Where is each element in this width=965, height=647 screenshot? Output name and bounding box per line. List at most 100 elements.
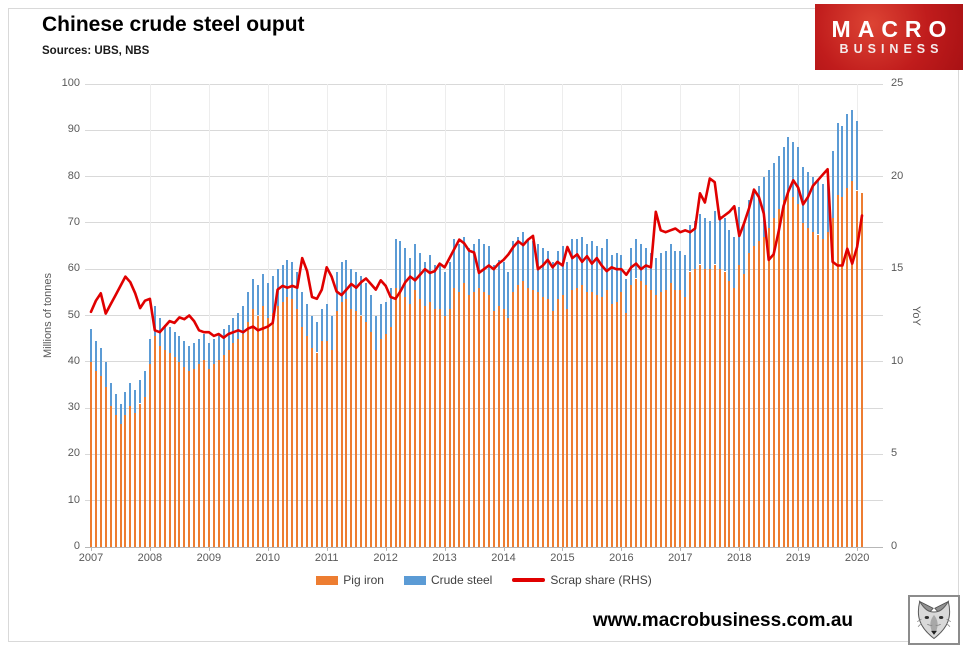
pig-iron-bar (546, 299, 549, 547)
crude-steel-bar (762, 176, 765, 237)
crude-steel-bar (438, 264, 441, 309)
right-axis-title: YoY (910, 305, 922, 326)
pig-iron-bar (114, 415, 117, 547)
crude-steel-bar (571, 239, 574, 290)
pig-iron-bar (144, 396, 146, 547)
legend-label: Crude steel (430, 573, 493, 587)
crude-steel-bar (502, 262, 505, 309)
crude-steel-bar (772, 162, 775, 219)
crude-steel-bar (453, 239, 456, 288)
crude-steel-bar (512, 241, 515, 293)
crude-steel-bar (355, 271, 358, 311)
pig-iron-bar (276, 306, 279, 547)
pig-iron-bar (536, 292, 539, 547)
crude-steel-bar (802, 167, 805, 223)
year-label: 2016 (609, 552, 634, 564)
crude-steel-bar (423, 262, 426, 307)
crude-steel-bar (193, 343, 196, 369)
left-axis-tick: 10 (67, 493, 80, 506)
pig-iron-bar (232, 343, 235, 547)
x-axis-tick (326, 547, 328, 551)
pig-iron-bar (826, 232, 829, 547)
pig-iron-bar (153, 336, 156, 547)
pig-iron-bar (512, 292, 515, 547)
pig-iron-bar (188, 371, 191, 547)
crude-steel-bar (247, 292, 250, 323)
x-axis-tick (385, 547, 387, 551)
crude-steel-bar (404, 248, 407, 297)
pig-iron-bar (291, 299, 294, 547)
year-label: 2018 (727, 552, 752, 564)
legend-item-crude-steel: Crude steel (403, 573, 493, 587)
pig-iron-bar (379, 338, 382, 547)
wolf-logo (908, 595, 960, 645)
crude-steel-bar (532, 241, 534, 290)
crude-steel-bar (836, 123, 839, 196)
year-label: 2010 (255, 552, 281, 564)
crude-steel-bar (409, 257, 412, 304)
pig-iron-bar (630, 285, 633, 547)
pig-iron-bar (605, 290, 608, 547)
pig-iron-bar (433, 308, 436, 547)
pig-iron-bar (733, 287, 736, 547)
crude-steel-bar (482, 243, 485, 293)
pig-iron-bar (360, 315, 363, 547)
chart-legend: Pig iron Crude steel Scrap share (RHS) (85, 573, 883, 587)
pig-iron-bar (163, 350, 166, 547)
year-label: 2013 (432, 552, 457, 564)
pig-iron-bar (674, 290, 677, 547)
crude-steel-bar (242, 306, 245, 334)
crude-steel-bar (644, 248, 647, 286)
crude-steel-bar (566, 262, 569, 309)
pig-iron-bar (762, 236, 765, 547)
pig-iron-bar (257, 315, 259, 547)
logo-line-2: BUSINESS (839, 42, 944, 56)
pig-iron-bar (816, 234, 819, 547)
crude-steel-bar (369, 294, 372, 332)
x-axis-tick (267, 547, 269, 551)
pig-iron-bar (590, 292, 593, 547)
crude-steel-bar (694, 220, 697, 270)
crude-steel-bar (581, 236, 584, 286)
pig-iron-bar (394, 287, 397, 547)
pig-iron-bar (404, 297, 407, 547)
right-axis-tick: 20 (891, 169, 904, 182)
crude-steel-bar (664, 250, 667, 291)
pig-iron-bar (306, 336, 309, 547)
legend-item-scrap-share: Scrap share (RHS) (512, 573, 652, 587)
pig-iron-bar (821, 239, 824, 547)
left-axis-tick: 90 (67, 123, 80, 136)
x-axis-tick (798, 547, 800, 551)
crude-steel-bar (129, 382, 132, 406)
pig-iron-bar (595, 294, 598, 547)
crude-steel-bar (733, 236, 736, 288)
crude-steel-bar (281, 264, 284, 302)
crude-steel-bar (252, 278, 255, 309)
crude-steel-bar (109, 382, 112, 406)
pig-iron-bar (148, 364, 151, 547)
pig-iron-bar (109, 405, 112, 547)
crude-steel-bar (807, 172, 809, 228)
pig-iron-bar (340, 301, 343, 547)
pig-iron-bar (335, 310, 338, 547)
crude-steel-bar (635, 239, 638, 279)
pig-iron-bar (502, 308, 505, 547)
x-axis-tick (91, 547, 92, 551)
crude-steel-bar (826, 172, 829, 233)
h-gridline (85, 83, 883, 85)
crude-steel-bar (335, 271, 338, 311)
crude-steel-bar (478, 239, 480, 288)
crude-steel-bar (325, 303, 328, 341)
crude-steel-bar (414, 243, 417, 290)
crude-steel-bar (144, 371, 146, 397)
pig-iron-bar (158, 345, 161, 547)
pig-iron-bar (271, 313, 274, 547)
crude-steel-bar (173, 331, 176, 358)
left-axis-tick: 30 (67, 401, 80, 414)
pig-iron-bar (694, 269, 697, 547)
pig-iron-bar (654, 294, 657, 547)
left-axis-tick: 0 (73, 540, 80, 552)
left-axis-tick: 70 (67, 215, 80, 228)
crude-steel-bar (158, 317, 161, 346)
crude-steel-bar (620, 255, 623, 293)
